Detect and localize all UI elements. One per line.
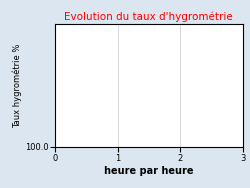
Y-axis label: Taux hygrométrie %: Taux hygrométrie % [13, 43, 22, 128]
X-axis label: heure par heure: heure par heure [104, 166, 194, 176]
Title: Evolution du taux d'hygrométrie: Evolution du taux d'hygrométrie [64, 12, 233, 22]
